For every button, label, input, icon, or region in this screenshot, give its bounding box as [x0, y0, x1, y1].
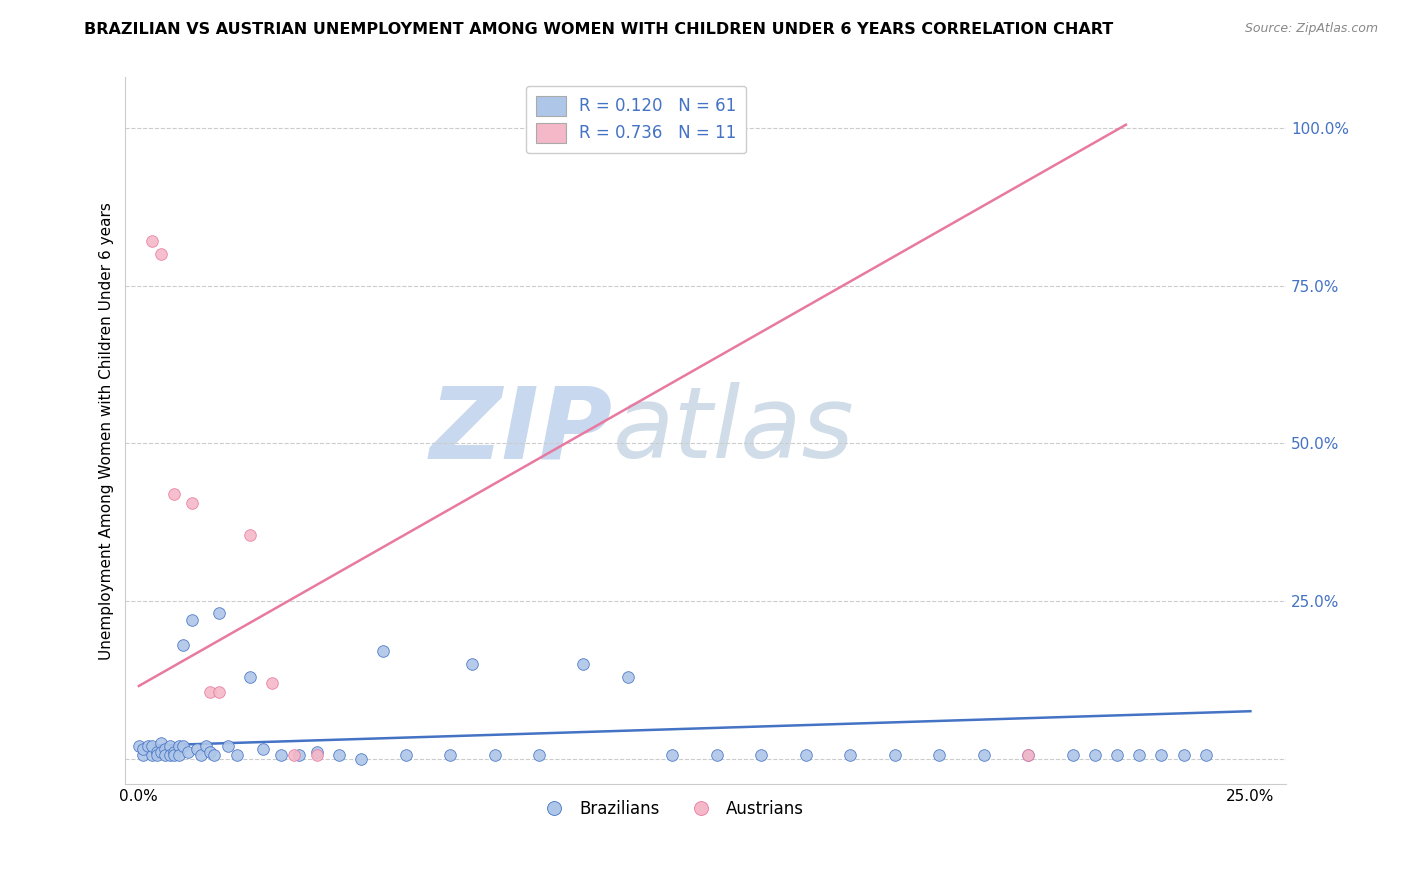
Point — [1105, 748, 1128, 763]
Legend: Brazilians, Austrians: Brazilians, Austrians — [531, 794, 811, 825]
Point — [749, 748, 772, 763]
Point — [1017, 748, 1039, 763]
Point — [141, 235, 163, 249]
Point — [198, 745, 221, 759]
Point — [270, 748, 292, 763]
Point — [190, 748, 212, 763]
Point — [839, 748, 862, 763]
Point — [163, 486, 186, 500]
Point — [150, 736, 173, 750]
Point — [794, 748, 817, 763]
Point — [1084, 748, 1107, 763]
Point — [202, 748, 225, 763]
Text: ZIP: ZIP — [430, 382, 613, 479]
Point — [928, 748, 950, 763]
Point — [973, 748, 995, 763]
Point — [252, 742, 274, 756]
Point — [373, 644, 395, 658]
Y-axis label: Unemployment Among Women with Children Under 6 years: Unemployment Among Women with Children U… — [100, 202, 114, 659]
Point — [288, 748, 311, 763]
Point — [181, 613, 204, 627]
Point — [1195, 748, 1218, 763]
Point — [484, 748, 506, 763]
Point — [150, 745, 173, 759]
Point — [136, 739, 159, 753]
Point — [177, 745, 200, 759]
Point — [186, 742, 208, 756]
Point — [145, 745, 167, 759]
Point — [572, 657, 595, 671]
Point — [217, 739, 239, 753]
Point — [1128, 748, 1150, 763]
Text: BRAZILIAN VS AUSTRIAN UNEMPLOYMENT AMONG WOMEN WITH CHILDREN UNDER 6 YEARS CORRE: BRAZILIAN VS AUSTRIAN UNEMPLOYMENT AMONG… — [84, 22, 1114, 37]
Point — [225, 748, 247, 763]
Point — [181, 496, 204, 510]
Point — [155, 748, 177, 763]
Point — [328, 748, 350, 763]
Text: Source: ZipAtlas.com: Source: ZipAtlas.com — [1244, 22, 1378, 36]
Point — [141, 739, 163, 753]
Point — [350, 751, 373, 765]
Point — [198, 685, 221, 699]
Point — [527, 748, 550, 763]
Point — [661, 748, 683, 763]
Point — [1062, 748, 1084, 763]
Point — [262, 676, 284, 690]
Point — [132, 748, 155, 763]
Point — [1173, 748, 1195, 763]
Point — [167, 739, 190, 753]
Point — [172, 638, 194, 652]
Point — [239, 527, 262, 541]
Point — [167, 748, 190, 763]
Point — [194, 739, 217, 753]
Point — [305, 748, 328, 763]
Point — [172, 739, 194, 753]
Point — [394, 748, 416, 763]
Point — [128, 739, 150, 753]
Text: atlas: atlas — [613, 382, 855, 479]
Point — [208, 685, 231, 699]
Point — [283, 748, 305, 763]
Point — [145, 748, 167, 763]
Point — [305, 745, 328, 759]
Point — [1150, 748, 1173, 763]
Point — [208, 607, 231, 621]
Point — [706, 748, 728, 763]
Point — [239, 669, 262, 683]
Point — [163, 745, 186, 759]
Point — [159, 748, 181, 763]
Point — [617, 669, 640, 683]
Point — [155, 742, 177, 756]
Point — [150, 247, 173, 261]
Point — [439, 748, 461, 763]
Point — [159, 739, 181, 753]
Point — [883, 748, 905, 763]
Point — [163, 748, 186, 763]
Point — [1017, 748, 1039, 763]
Point — [141, 748, 163, 763]
Point — [132, 742, 155, 756]
Point — [461, 657, 484, 671]
